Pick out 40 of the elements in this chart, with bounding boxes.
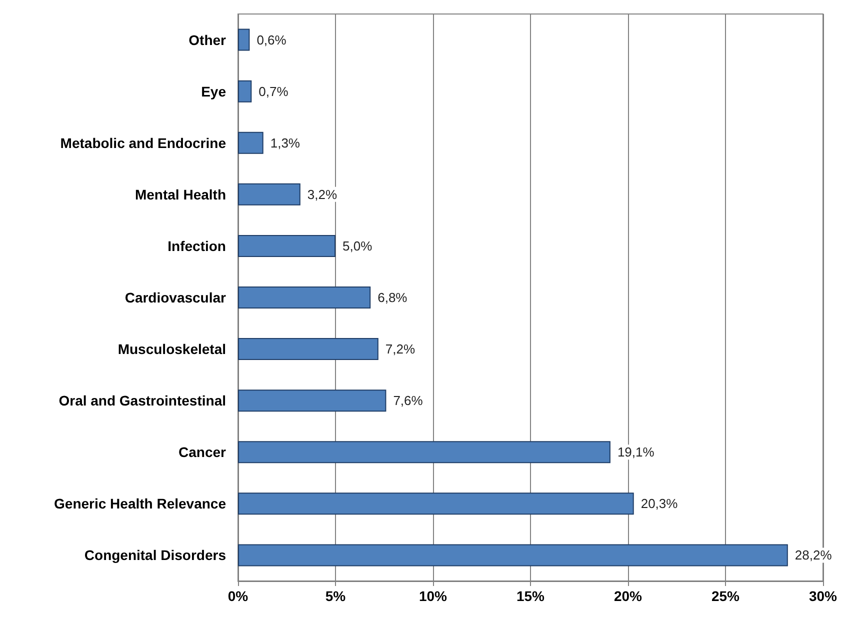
bar xyxy=(238,183,300,206)
bar xyxy=(238,234,336,257)
bar xyxy=(238,544,788,566)
y-tick-label: Congenital Disorders xyxy=(84,547,226,564)
y-tick-label: Cardiovascular xyxy=(124,290,227,306)
data-label: 19,1% xyxy=(617,444,655,460)
y-tick-label: Cancer xyxy=(178,444,227,460)
data-label: 0,7% xyxy=(258,84,289,99)
x-tick-label: 20% xyxy=(614,588,643,604)
x-tick-label: 15% xyxy=(516,588,546,604)
y-tick-label: Musculoskeletal xyxy=(118,341,226,358)
y-tick-label: Oral and Gastrointestinal xyxy=(58,392,226,409)
y-tick-label: Mental Health xyxy=(134,186,226,202)
bar xyxy=(238,390,386,412)
bar xyxy=(238,132,264,154)
x-tick-label: 10% xyxy=(418,588,448,604)
data-label: 28,2% xyxy=(794,548,832,563)
data-label: 3,2% xyxy=(307,186,338,202)
x-tick-label: 5% xyxy=(325,588,346,604)
data-label: 0,6% xyxy=(256,32,287,48)
x-tick-label: 0% xyxy=(228,588,249,604)
y-tick-label: Generic Health Relevance xyxy=(54,496,226,512)
bar xyxy=(238,28,250,51)
y-tick-label: Metabolic and Endocrine xyxy=(60,134,226,151)
data-label: 6,8% xyxy=(378,290,408,305)
data-label: 1,3% xyxy=(270,135,300,150)
x-tick-label: 30% xyxy=(808,588,838,604)
bar xyxy=(238,338,378,360)
y-tick-label: Infection xyxy=(168,238,226,254)
y-tick-label: Other xyxy=(188,32,227,48)
data-label: 7,2% xyxy=(385,342,416,357)
data-label: 20,3% xyxy=(640,496,678,512)
bar xyxy=(238,492,634,515)
bar xyxy=(238,80,252,102)
y-tick-label: Eye xyxy=(201,83,226,100)
data-label: 5,0% xyxy=(342,238,373,254)
bar xyxy=(238,286,371,308)
data-label: 7,6% xyxy=(393,393,424,408)
x-tick-label: 25% xyxy=(711,588,740,604)
bar xyxy=(238,441,610,464)
